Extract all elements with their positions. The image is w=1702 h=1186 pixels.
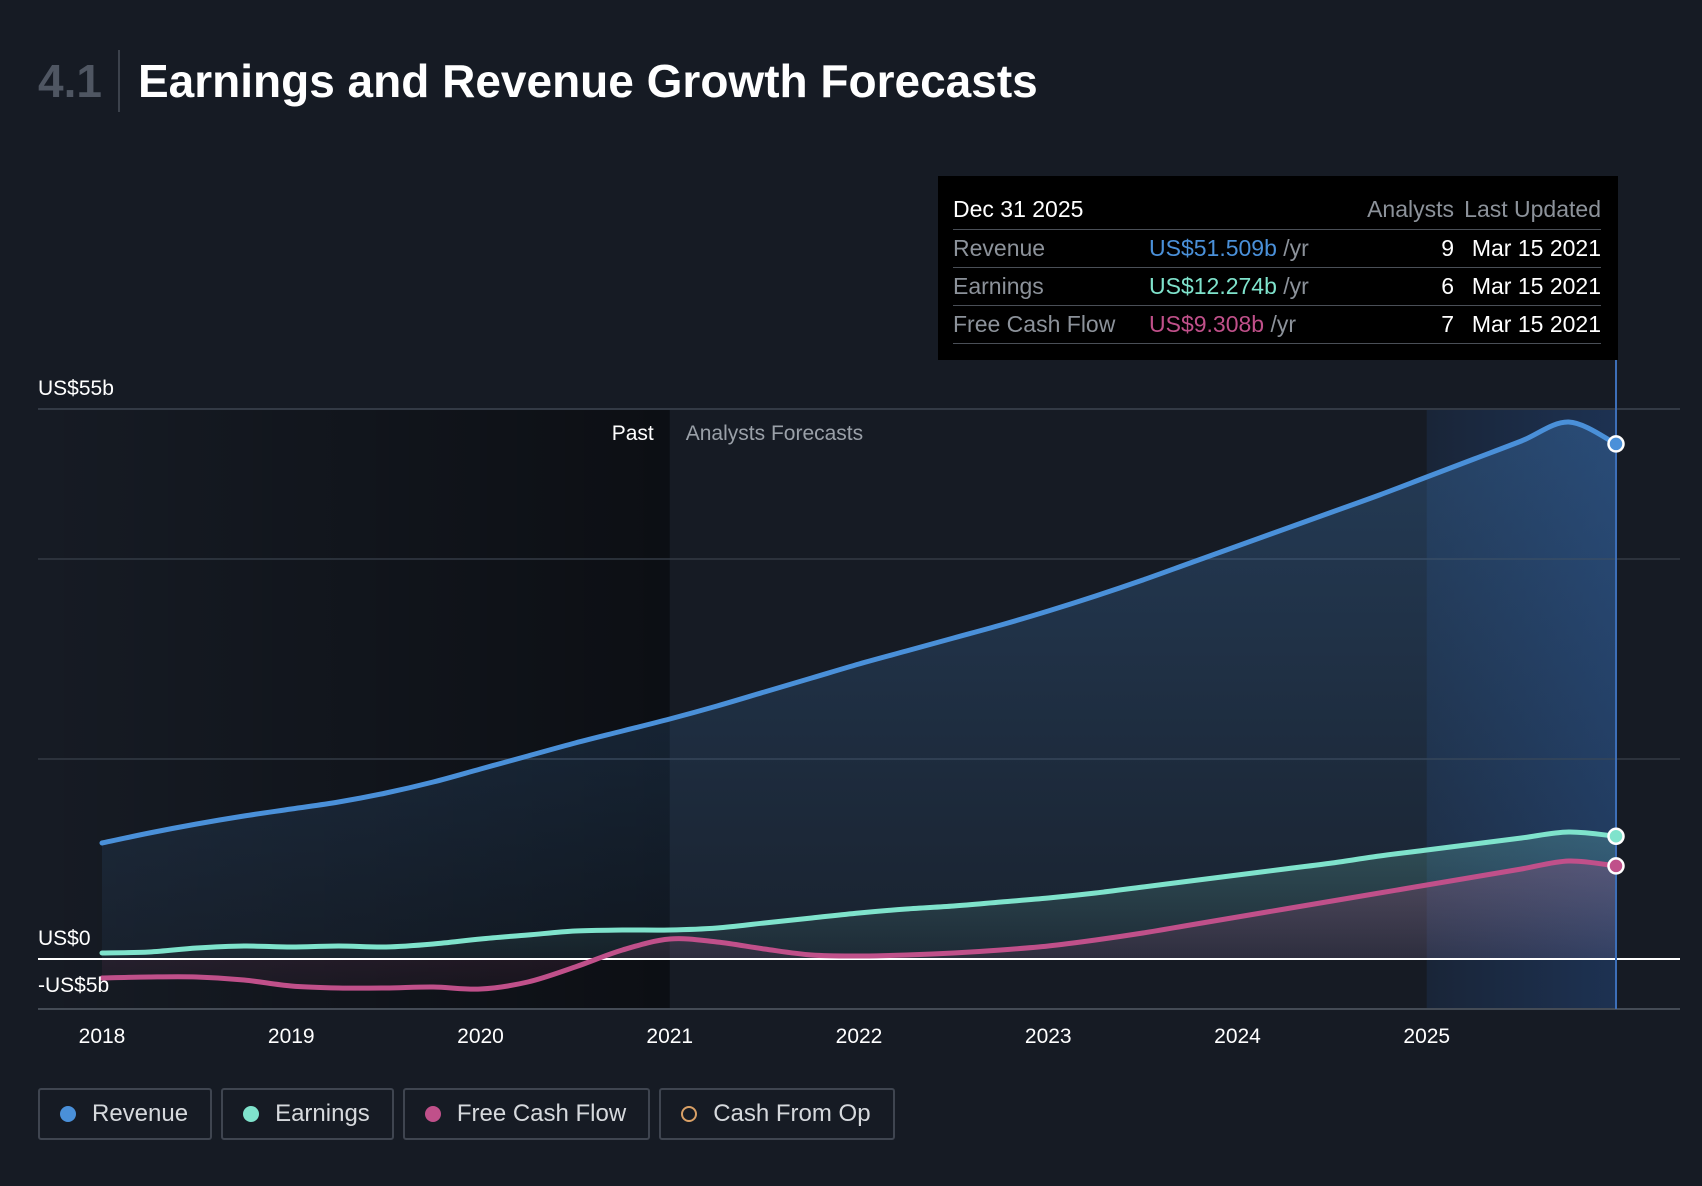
free-cash-flow-end-marker <box>1607 857 1625 875</box>
tooltip-row-free-cash-flow: Free Cash Flow US$9.308b /yr 7 Mar 15 20… <box>953 306 1601 344</box>
tooltip-row-updated: Mar 15 2021 <box>1471 273 1601 299</box>
tooltip-row-unit: /yr <box>1264 311 1297 337</box>
tooltip-row-unit: /yr <box>1276 235 1309 261</box>
tooltip-updated-header: Last Updated <box>1464 196 1601 222</box>
tooltip-row-value: US$9.308b <box>1149 311 1265 337</box>
y-axis-label: US$55b <box>38 377 114 400</box>
x-axis-tick-label: 2020 <box>457 1025 504 1048</box>
header: 4.1 Earnings and Revenue Growth Forecast… <box>38 50 1038 112</box>
x-axis-tick-label: 2024 <box>1214 1025 1261 1048</box>
x-axis-tick-label: 2025 <box>1403 1025 1450 1048</box>
section-number: 4.1 <box>38 50 120 112</box>
page-title: Earnings and Revenue Growth Forecasts <box>137 55 1038 107</box>
revenue-dot-icon <box>60 1106 76 1122</box>
x-axis-tick-label: 2021 <box>646 1025 693 1048</box>
free-cash-flow-dot-icon <box>424 1106 441 1122</box>
legend-label: Cash From Op <box>713 1100 871 1127</box>
tooltip-row-label: Free Cash Flow <box>953 311 1116 337</box>
legend-item-revenue[interactable]: Revenue <box>38 1088 213 1140</box>
tooltip-date: Dec 31 2025 <box>953 196 1084 222</box>
tooltip-row-analysts: 9 <box>1441 235 1454 261</box>
legend-label: Earnings <box>275 1100 370 1127</box>
tooltip-row-earnings: Earnings US$12.274b /yr 6 Mar 15 2021 <box>953 268 1601 306</box>
legend-label: Free Cash Flow <box>456 1100 627 1127</box>
legend-item-free-cash-flow[interactable]: Free Cash Flow <box>402 1088 651 1140</box>
x-axis-tick-label: 2022 <box>836 1025 883 1048</box>
earnings-line <box>99 829 1619 956</box>
free-cash-flow-line <box>99 858 1619 992</box>
x-axis-tick-label: 2019 <box>268 1025 315 1048</box>
x-axis-tick-label: 2018 <box>79 1025 126 1048</box>
revenue-line <box>99 419 1619 846</box>
tooltip-row-updated: Mar 15 2021 <box>1471 235 1601 261</box>
y-axis-label: US$0 <box>38 927 91 950</box>
tooltip-row-revenue: Revenue US$51.509b /yr 9 Mar 15 2021 <box>953 230 1601 268</box>
legend-label: Revenue <box>92 1100 189 1127</box>
tooltip-row-analysts: 6 <box>1441 273 1454 299</box>
cash-from-op-ring-icon <box>681 1106 698 1122</box>
revenue-end-marker <box>1607 435 1625 453</box>
free-cash-flow-area <box>102 860 1616 990</box>
tooltip-analysts-header: Analysts <box>1367 196 1454 222</box>
x-axis-tick-label: 2023 <box>1025 1025 1072 1048</box>
legend-item-cash-from-op[interactable]: Cash From Op <box>659 1088 895 1140</box>
chart-tooltip: Dec 31 2025 Analysts Last Updated Revenu… <box>938 176 1618 360</box>
legend-item-earnings[interactable]: Earnings <box>221 1088 394 1140</box>
tooltip-row-analysts: 7 <box>1441 311 1454 337</box>
tooltip-row-label: Revenue <box>953 235 1046 261</box>
tooltip-row-unit: /yr <box>1276 273 1309 299</box>
forecast-region-label: Analysts Forecasts <box>686 422 863 445</box>
tooltip-row-updated: Mar 15 2021 <box>1471 311 1601 337</box>
earnings-end-marker <box>1607 827 1625 846</box>
revenue-area <box>102 421 1616 960</box>
tooltip-row-label: Earnings <box>953 273 1044 299</box>
chart-legend: Revenue Earnings Free Cash Flow Cash Fro… <box>38 1088 904 1140</box>
tooltip-header-row: Dec 31 2025 Analysts Last Updated <box>953 190 1601 230</box>
y-axis-label: -US$5b <box>38 974 109 997</box>
earnings-dot-icon <box>243 1106 260 1122</box>
tooltip-row-value: US$12.274b <box>1149 273 1277 299</box>
past-region-label: Past <box>612 422 654 445</box>
tooltip-row-value: US$51.509b <box>1149 235 1277 261</box>
